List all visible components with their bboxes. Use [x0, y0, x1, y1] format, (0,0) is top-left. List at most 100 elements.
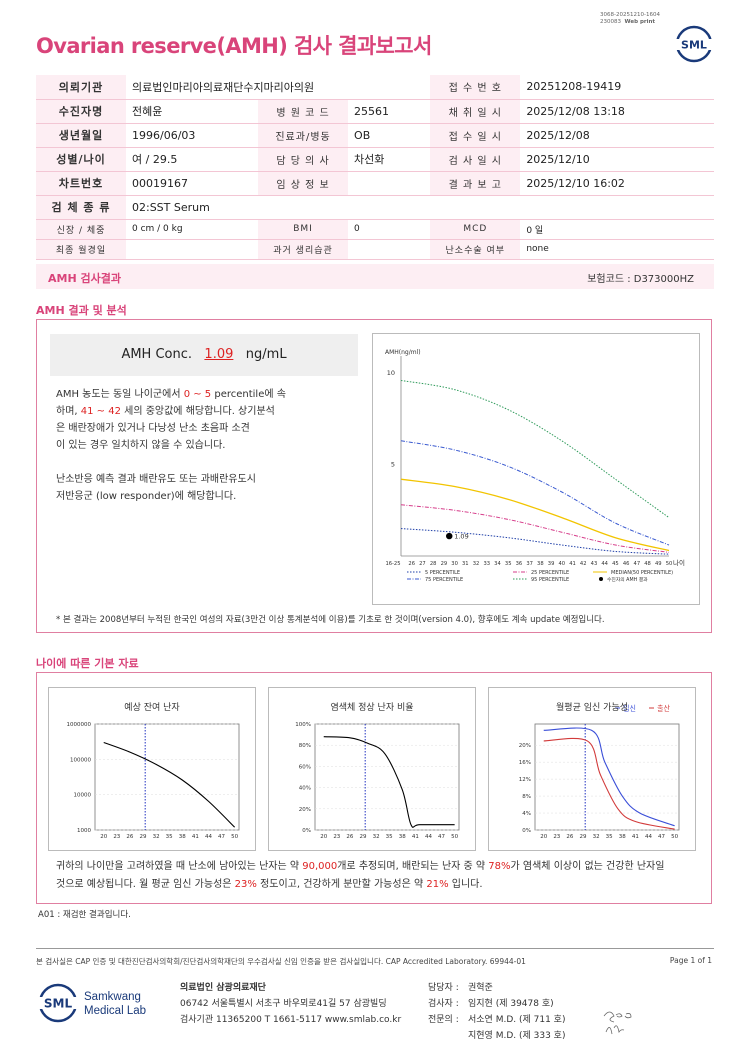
x-tick-label: 28: [430, 561, 437, 567]
normal-egg-pct: 78%: [488, 861, 511, 872]
analysis-box: [36, 319, 712, 633]
x-tick-label: 20: [100, 834, 107, 840]
patient-info-table: 의뢰기관 의료법인마리아의료재단수지마리아의원 접 수 번 호 20251208-19…: [36, 75, 714, 260]
amh-percentile-chart-box: AMH(ng/ml) 5 10 16-25 26 27 28 29 30 31 32 33 34 35 36…: [372, 333, 700, 605]
desc-text: 이 있는 경우 일치하지 않을 수 있습니다.: [56, 440, 226, 451]
summary-part: 가 염색체 이상이 없는 건강한 난자일: [510, 861, 665, 872]
page-number: Page 1 of 1: [669, 956, 712, 965]
lab-contact: 검사기관 11365200 T 1661-5117 www.smlab.co.k…: [180, 1015, 402, 1025]
y-tick-label: 40%: [299, 786, 311, 792]
basic-data-title: 나이에 따른 기본 자료: [36, 657, 139, 670]
x-tick-label: 34: [494, 561, 501, 567]
info-row: 수진자명 전혜윤 병 원 코 드 25561 채 취 일 시 2025/12/08 13:…: [36, 99, 714, 124]
summary-part: 개로 추정되며, 배란되는 난자 중 약: [337, 861, 489, 872]
summary-part: 정도이고, 건강하게 분만할 가능성은 약: [256, 879, 427, 890]
pregnancy-chance-chart-box: 월평균 임신 가능성 0% 4% 8% 12% 16% 20% 20 23 26 29 32 35 38…: [488, 687, 696, 851]
y-tick-label: 0%: [302, 828, 311, 834]
chart-title: 예상 잔여 난자: [124, 703, 180, 713]
field-value: 2025/12/08: [520, 123, 714, 148]
x-tick-label: 35: [386, 834, 393, 840]
sml-logo: SML: [674, 25, 714, 63]
field-label: BMI: [258, 219, 349, 240]
summary-part: 귀하의 나이만을 고려하였을 때 난소에 남아있는 난자는 약: [56, 861, 303, 872]
data-line: [323, 736, 455, 828]
field-value: [348, 239, 431, 260]
field-label: 최종 월경일: [36, 239, 126, 260]
logo-name: Samkwang: [84, 991, 141, 1003]
x-tick-label: 29: [580, 834, 587, 840]
x-tick-label: 23: [333, 834, 340, 840]
field-value: 25561: [348, 99, 431, 124]
cert-text: 본 검사실은 CAP 인증 및 대한진단검사의학회/진단검사의학재단의 우수검사…: [36, 957, 526, 966]
x-tick-label: 47: [438, 834, 445, 840]
desc-text: 저반응군 (low responder)에 해당합니다.: [56, 491, 237, 502]
x-tick-label: 47: [634, 561, 641, 567]
staff-list: 담당자 : 권혁준 검사자 : 임지현 (제 39478 호) 전문의 : 서소연 M…: [428, 980, 565, 1044]
web-print-label: Web print: [624, 19, 656, 25]
x-tick-label: 46: [623, 561, 630, 567]
amh-unit: ng/mL: [245, 347, 287, 362]
x-tick-label: 50: [451, 834, 458, 840]
x-tick-label: 26: [408, 561, 415, 567]
patient-point: [446, 532, 453, 540]
y-tick-label: 20%: [299, 807, 311, 813]
field-label: 차트번호: [36, 171, 126, 196]
info-row: 검 체 종 류 02:SST Serum: [36, 195, 714, 220]
staff-role: 검사자 :: [428, 999, 459, 1009]
plot-frame: [94, 723, 240, 831]
x-tick-label: 32: [473, 561, 480, 567]
y-tick-label: 1000: [77, 828, 91, 834]
staff-role: 전문의 :: [428, 1015, 459, 1025]
staff-role: 담당자 :: [428, 983, 459, 993]
x-tick-label: 45: [612, 561, 619, 567]
x-tick-label: 42: [580, 561, 587, 567]
age-range: 41 ~ 42: [80, 406, 121, 417]
document-code: 3068-20251210-1604 230083 Web print: [600, 12, 660, 26]
summary-part: 입니다.: [448, 879, 483, 890]
report-title: Ovarian reserve(AMH) 검사 결과보고서: [36, 34, 432, 58]
x-tick-label: 32: [153, 834, 160, 840]
x-tick-label: 41: [192, 834, 199, 840]
staff-row: 전문의 : 서소연 M.D. (제 711 호): [428, 1012, 565, 1028]
x-tick-label: 50: [671, 834, 678, 840]
percentile-line: [400, 379, 670, 519]
signature: [603, 1011, 632, 1035]
field-value: 02:SST Serum: [126, 195, 714, 220]
basic-data-box: [36, 672, 712, 904]
x-tick-label: 41: [569, 561, 576, 567]
x-tick-label: 38: [179, 834, 186, 840]
field-label: 채 취 일 시: [430, 99, 521, 124]
staff-row: 검사자 : 임지현 (제 39478 호): [428, 996, 565, 1012]
field-value: 2025/12/08 13:18: [520, 99, 714, 124]
plot-frame: [314, 723, 460, 831]
x-tick-label: 29: [360, 834, 367, 840]
legend-label: MEDIAN(50 PERCENTILE): [611, 570, 673, 576]
lab-info: 의료법인 삼광의료재단 06742 서울특별시 서초구 바우뫼로41길 57 삼…: [180, 980, 401, 1028]
x-tick-label: 29: [441, 561, 448, 567]
x-tick-label: 43: [591, 561, 598, 567]
field-value: 차선화: [348, 147, 431, 172]
field-value: 2025/12/10 16:02: [520, 171, 714, 196]
field-label: MCD: [430, 219, 521, 240]
y-tick-label: 100000: [70, 757, 91, 763]
y-axis-label: AMH(ng/ml): [385, 349, 421, 356]
staff-name: 서소연 M.D. (제 711 호): [468, 1015, 566, 1025]
legend-label: 75 PERCENTILE: [425, 577, 463, 583]
x-tick-label: 27: [419, 561, 426, 567]
summary-part: 것으로 예상됩니다. 월 평균 임신 가능성은: [56, 879, 235, 890]
field-label: 진료과/병동: [258, 123, 349, 148]
remaining-eggs-chart-box: 예상 잔여 난자 1000 10000 100000 1000000 20 23 26 29 3…: [48, 687, 256, 851]
field-value: 전혜윤: [126, 99, 259, 124]
patient-point-label: 1.09: [454, 533, 468, 541]
amh-value: 1.09: [204, 347, 234, 362]
x-tick-label: 23: [113, 834, 120, 840]
birth-pct: 21%: [426, 879, 449, 890]
amh-description: AMH 농도는 동일 나이군에서 0 ~ 5 percentile에 속 하며,…: [56, 386, 356, 505]
logo-name: Medical Lab: [84, 1005, 146, 1017]
field-value: 0 일: [520, 219, 714, 240]
legend-point: [599, 577, 603, 581]
x-tick-label: 41: [632, 834, 639, 840]
retest-note: A01 : 재검한 결과입니다.: [38, 910, 131, 920]
x-tick-label: 26: [346, 834, 353, 840]
field-label: 수진자명: [36, 99, 126, 124]
